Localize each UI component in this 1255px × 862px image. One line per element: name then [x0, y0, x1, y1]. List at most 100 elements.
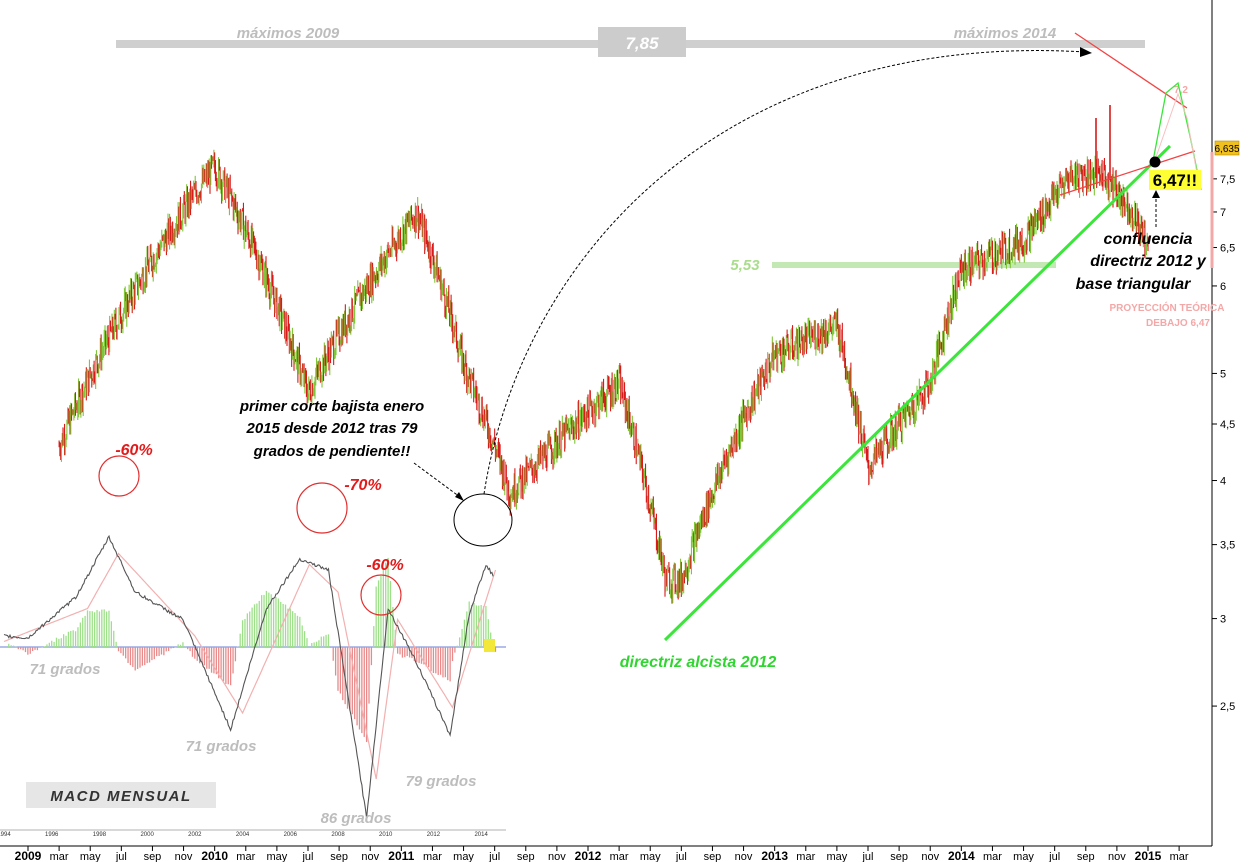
triangle-base-line — [1059, 150, 1196, 196]
grados-79: 79 grados — [406, 773, 477, 790]
projection-pink-path — [1154, 92, 1201, 191]
y-tick-label: 4 — [1220, 476, 1226, 488]
max-2009-label: máximos 2009 — [237, 25, 340, 42]
x-tick-label: jul — [301, 851, 313, 862]
x-tick-label: jul — [488, 851, 500, 862]
directriz-alcista-2012-line — [663, 144, 1172, 642]
x-tick-label: 2013 — [761, 849, 788, 862]
max-2014-label: máximos 2014 — [954, 25, 1057, 42]
grados-71-a: 71 grados — [30, 661, 101, 678]
x-tick-label: sep — [330, 851, 348, 862]
peak-circle-2011 — [360, 574, 402, 616]
x-tick-label: may — [266, 851, 287, 862]
x-tick-label: jul — [115, 851, 127, 862]
x-tick-label: may — [453, 851, 474, 862]
x-tick-label: may — [640, 851, 661, 862]
candlestick-series — [58, 105, 1149, 604]
macd-x-label: 2000 — [140, 832, 154, 838]
confluencia-text-1: confluencia — [1104, 231, 1193, 248]
x-tick-label: may — [826, 851, 847, 862]
macd-x-label: 2014 — [474, 832, 488, 838]
x-tick-label: may — [1013, 851, 1034, 862]
pct-60-a: -60% — [115, 442, 152, 459]
y-tick-label: 4,5 — [1220, 419, 1235, 431]
x-tick-label: 2014 — [948, 849, 975, 862]
x-tick-label: sep — [890, 851, 908, 862]
y-tick-label: 2,5 — [1220, 701, 1235, 713]
x-tick-label: mar — [50, 851, 69, 862]
confluencia-text-2: directriz 2012 y — [1090, 253, 1207, 270]
x-tick-label: sep — [1077, 851, 1095, 862]
macd-last-marker — [484, 639, 495, 652]
primer-corte-arrowhead — [455, 492, 464, 501]
x-tick-label: mar — [796, 851, 815, 862]
proyeccion-text-2: DEBAJO 6,47 — [1146, 318, 1210, 329]
peak-circle-2007 — [296, 482, 348, 534]
grados-71-b: 71 grados — [186, 738, 257, 755]
macd-x-label: 2012 — [427, 832, 441, 838]
primer-corte-text-3: grados de pendiente!! — [253, 443, 411, 460]
peak-circle-1998 — [98, 455, 140, 497]
macd-x-label: 2010 — [379, 832, 393, 838]
x-tick-label: 2009 — [15, 849, 42, 862]
peak-circle-2014 — [453, 493, 513, 547]
confluence-point — [1149, 156, 1161, 168]
x-tick-label: sep — [144, 851, 162, 862]
directriz-label: directriz alcista 2012 — [620, 654, 777, 671]
y-tick-label: 3,5 — [1220, 540, 1235, 552]
primer-corte-arrow — [413, 462, 461, 498]
x-tick-label: mar — [1170, 851, 1189, 862]
y-tick-label: 5 — [1220, 368, 1226, 380]
y-tick-label: 6 — [1220, 281, 1226, 293]
level-553-label: 5,53 — [730, 257, 760, 274]
x-tick-label: nov — [921, 851, 939, 862]
confluencia-text-3: base triangular — [1076, 276, 1191, 293]
x-tick-label: mar — [236, 851, 255, 862]
macd-x-label: 1998 — [93, 832, 107, 838]
level-785-box — [598, 27, 686, 57]
x-tick-label: sep — [517, 851, 535, 862]
pct-70: -70% — [344, 477, 381, 494]
triangle-top-line — [1074, 32, 1188, 109]
x-tick-label: jul — [861, 851, 873, 862]
level-647-label: 6,47!! — [1153, 171, 1197, 190]
macd-x-label: 2006 — [284, 832, 298, 838]
y-tick-label: 7 — [1220, 207, 1226, 219]
macd-signal-line — [3, 552, 497, 780]
confluencia-arrowhead — [1152, 190, 1160, 198]
x-tick-label: nov — [175, 851, 193, 862]
x-tick-label: mar — [423, 851, 442, 862]
x-tick-label: nov — [548, 851, 566, 862]
x-tick-label: 2010 — [201, 849, 228, 862]
macd-line — [3, 534, 494, 819]
macd-title-box — [26, 782, 216, 808]
y-tick-label: 3 — [1220, 614, 1226, 626]
macd-x-label: 2002 — [188, 832, 202, 838]
macd-panel: 1994 1996 1998 2000 2002 2004 2006 2008 2010 2012… — [0, 534, 506, 838]
x-tick-label: jul — [675, 851, 687, 862]
proyeccion-text-1: PROYECCIÓN TEÓRICA — [1109, 301, 1224, 314]
macd-x-label: 2008 — [331, 832, 345, 838]
y-tick-label: 7,5 — [1220, 174, 1235, 186]
level-647-highlight — [1149, 170, 1201, 190]
x-tick-label: jul — [1048, 851, 1060, 862]
arc-arrowhead — [1080, 47, 1092, 57]
macd-x-label: 1996 — [45, 832, 59, 838]
x-tick-label: 2011 — [388, 849, 414, 862]
x-tick-label: sep — [704, 851, 722, 862]
macd-x-label: 2004 — [236, 832, 250, 838]
x-tick-label: mar — [610, 851, 629, 862]
level-72-label: 7,2 — [1174, 85, 1188, 96]
y-axis: 7,5 7 6,5 6 5 4,5 4 3,5 3 2,5 — [1212, 174, 1235, 713]
macd-title: MACD MENSUAL — [50, 788, 191, 805]
primer-corte-text-1: primer corte bajista enero — [239, 398, 424, 415]
x-tick-label: nov — [735, 851, 753, 862]
x-tick-label: may — [80, 851, 101, 862]
macd-to-max-arc — [483, 50, 1086, 495]
x-axis: 2009 mar may jul sep nov 2010 mar may jul sep nov 20… — [15, 846, 1189, 862]
x-tick-label: mar — [983, 851, 1002, 862]
grados-86: 86 grados — [321, 810, 392, 827]
